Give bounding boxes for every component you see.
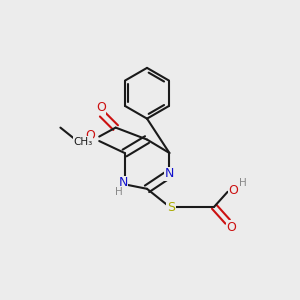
Text: H: H — [116, 187, 123, 197]
Text: N: N — [118, 176, 128, 189]
Text: H: H — [239, 178, 246, 188]
Text: N: N — [165, 167, 174, 180]
Text: O: O — [226, 220, 236, 233]
Text: CH₃: CH₃ — [74, 136, 93, 147]
Text: S: S — [167, 200, 175, 214]
Text: O: O — [85, 129, 95, 142]
Text: O: O — [96, 101, 106, 114]
Text: O: O — [229, 184, 238, 197]
